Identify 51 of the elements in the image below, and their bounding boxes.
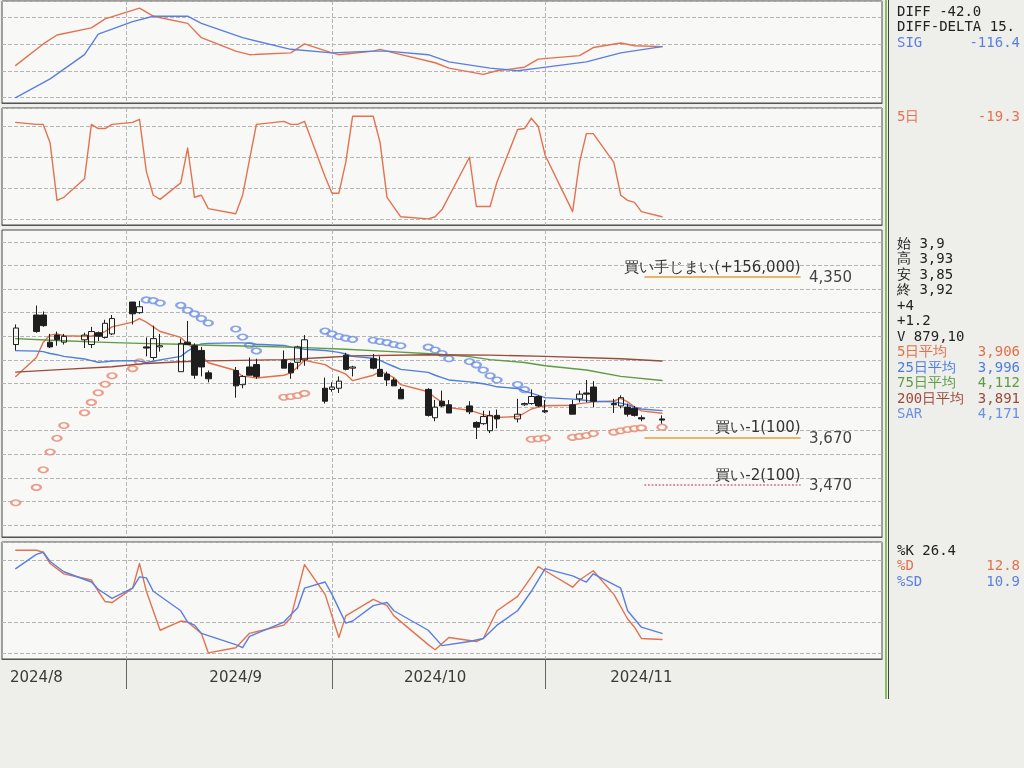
text: 安 3,85 bbox=[897, 265, 954, 282]
text: 始 3,9 bbox=[897, 234, 945, 251]
text: 3,891 bbox=[977, 389, 1020, 406]
text: 200日平均 bbox=[897, 389, 965, 406]
candlestick bbox=[13, 323, 19, 351]
text: 3,906 bbox=[977, 343, 1020, 360]
text: +1.2 bbox=[897, 312, 931, 329]
candlestick bbox=[205, 370, 212, 383]
candlestick bbox=[466, 400, 473, 415]
text: 10.9 bbox=[986, 572, 1020, 589]
candlestick bbox=[542, 399, 548, 414]
text: 12.8 bbox=[986, 557, 1020, 574]
text: SIG bbox=[897, 33, 923, 50]
text: %K 26.4 bbox=[897, 541, 957, 558]
line-series bbox=[15, 337, 663, 382]
text: 25日平均 bbox=[897, 358, 956, 375]
text: -19.3 bbox=[977, 107, 1020, 124]
candlestick bbox=[638, 414, 645, 422]
text: 高 3,93 bbox=[897, 250, 954, 267]
line-series bbox=[15, 317, 663, 419]
candlestick bbox=[569, 399, 576, 415]
text: 5日 bbox=[897, 107, 920, 124]
text: 3,996 bbox=[977, 358, 1020, 375]
text: 4,112 bbox=[977, 374, 1020, 391]
text: V 879,10 bbox=[897, 327, 965, 344]
ref-line-label: 買い手じまい(+156,000) bbox=[624, 257, 801, 276]
text: 終 3,92 bbox=[896, 281, 954, 298]
x-tick-label: 2024/9 bbox=[209, 667, 263, 686]
text: 75日平均 bbox=[897, 374, 956, 391]
y-tick-label: 4,350 bbox=[809, 268, 852, 287]
text: DIFF -42.0 bbox=[897, 2, 982, 19]
text: SAR bbox=[897, 405, 923, 422]
text: %SD bbox=[897, 572, 923, 589]
text: 5日平均 bbox=[897, 343, 948, 360]
ref-line-label: 買い-1(100) bbox=[715, 418, 801, 437]
candlestick bbox=[370, 353, 377, 370]
text: 4,171 bbox=[977, 405, 1020, 422]
text: %D bbox=[897, 557, 914, 574]
x-tick-label: 2024/11 bbox=[610, 667, 673, 686]
candlestick bbox=[398, 386, 404, 400]
candlestick bbox=[659, 414, 665, 425]
x-tick-label: 2024/8 bbox=[9, 667, 63, 686]
ref-line-label: 買い-2(100) bbox=[715, 465, 801, 484]
y-tick-label: 3,470 bbox=[809, 476, 852, 495]
text: +4 bbox=[897, 296, 914, 313]
candlestick bbox=[514, 398, 521, 423]
y-tick-label: 3,670 bbox=[809, 428, 852, 447]
text: DIFF-DELTA 15. bbox=[897, 18, 1016, 35]
x-tick-label: 2024/10 bbox=[403, 667, 467, 686]
text: -116.4 bbox=[969, 33, 1020, 50]
candlestick bbox=[47, 333, 53, 349]
